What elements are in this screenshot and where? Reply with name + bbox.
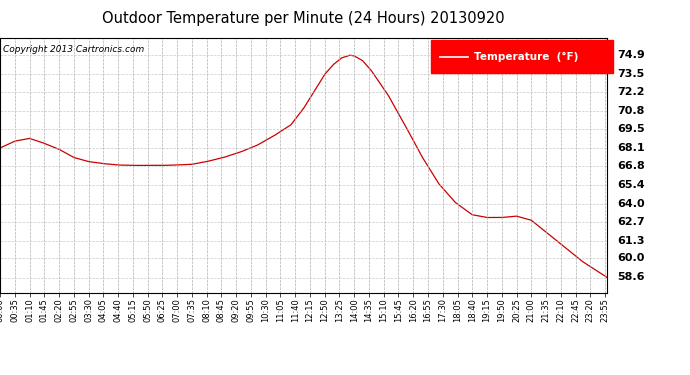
Text: 65.4: 65.4 xyxy=(618,180,645,190)
Text: 73.5: 73.5 xyxy=(618,69,644,80)
Text: 72.2: 72.2 xyxy=(618,87,645,97)
Text: 60.0: 60.0 xyxy=(618,254,645,263)
Text: Copyright 2013 Cartronics.com: Copyright 2013 Cartronics.com xyxy=(3,45,144,54)
Text: 68.1: 68.1 xyxy=(618,143,645,153)
Text: 74.9: 74.9 xyxy=(618,50,645,60)
Text: 66.8: 66.8 xyxy=(618,160,645,171)
Text: 61.3: 61.3 xyxy=(618,236,645,246)
Text: 69.5: 69.5 xyxy=(618,124,645,134)
Text: 64.0: 64.0 xyxy=(618,199,645,209)
Text: 62.7: 62.7 xyxy=(618,217,645,226)
Text: 70.8: 70.8 xyxy=(618,106,645,116)
Text: Temperature  (°F): Temperature (°F) xyxy=(473,52,578,62)
Text: Outdoor Temperature per Minute (24 Hours) 20130920: Outdoor Temperature per Minute (24 Hours… xyxy=(102,11,505,26)
Text: 58.6: 58.6 xyxy=(618,273,645,282)
Bar xyxy=(431,40,613,73)
